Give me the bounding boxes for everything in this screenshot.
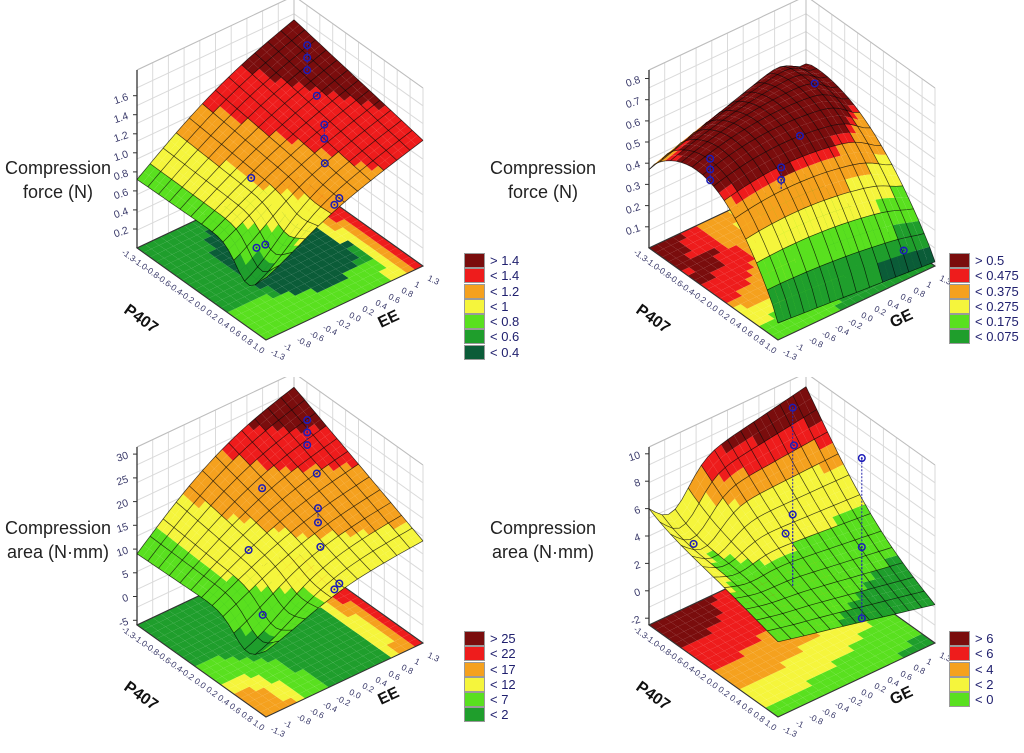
svg-text:20: 20 xyxy=(115,497,130,512)
svg-text:25: 25 xyxy=(115,473,130,488)
svg-text:0: 0 xyxy=(121,592,130,605)
svg-text:8: 8 xyxy=(633,477,642,490)
svg-text:1: 1 xyxy=(925,279,934,290)
svg-text:1.0: 1.0 xyxy=(251,341,267,356)
svg-text:10: 10 xyxy=(627,449,642,464)
svg-text:1.2: 1.2 xyxy=(112,129,130,145)
svg-text:4: 4 xyxy=(633,531,642,544)
svg-text:2: 2 xyxy=(633,559,642,572)
svg-text:0.3: 0.3 xyxy=(624,180,642,196)
svg-text:6: 6 xyxy=(633,504,642,517)
svg-text:1.6: 1.6 xyxy=(112,91,130,107)
svg-text:GE: GE xyxy=(887,306,915,331)
svg-text:1.3: 1.3 xyxy=(426,650,441,664)
svg-text:0.4: 0.4 xyxy=(112,205,130,221)
svg-text:0.2: 0.2 xyxy=(624,201,642,217)
svg-text:0.2: 0.2 xyxy=(112,224,130,240)
svg-text:1: 1 xyxy=(925,656,934,667)
svg-text:0.8: 0.8 xyxy=(624,74,642,90)
svg-text:1: 1 xyxy=(413,656,422,667)
svg-text:5: 5 xyxy=(121,568,130,581)
svg-text:0: 0 xyxy=(633,586,642,599)
svg-text:EE: EE xyxy=(375,307,402,332)
svg-text:0.6: 0.6 xyxy=(624,116,642,132)
svg-text:0.5: 0.5 xyxy=(624,137,642,153)
svg-text:GE: GE xyxy=(887,683,915,708)
svg-text:1.0: 1.0 xyxy=(763,718,779,733)
svg-text:1.4: 1.4 xyxy=(112,110,130,126)
svg-text:1.3: 1.3 xyxy=(426,273,441,287)
svg-text:1.0: 1.0 xyxy=(763,341,779,356)
svg-text:EE: EE xyxy=(375,684,402,709)
svg-text:30: 30 xyxy=(115,449,130,464)
svg-text:0.4: 0.4 xyxy=(624,159,642,175)
svg-text:P407: P407 xyxy=(121,301,161,337)
svg-text:0.1: 0.1 xyxy=(624,222,642,238)
svg-text:P407: P407 xyxy=(121,678,161,714)
svg-text:P407: P407 xyxy=(633,678,673,714)
svg-text:1.0: 1.0 xyxy=(251,718,267,733)
svg-text:1: 1 xyxy=(413,279,422,290)
svg-text:P407: P407 xyxy=(633,301,673,337)
svg-text:0.7: 0.7 xyxy=(624,95,642,111)
